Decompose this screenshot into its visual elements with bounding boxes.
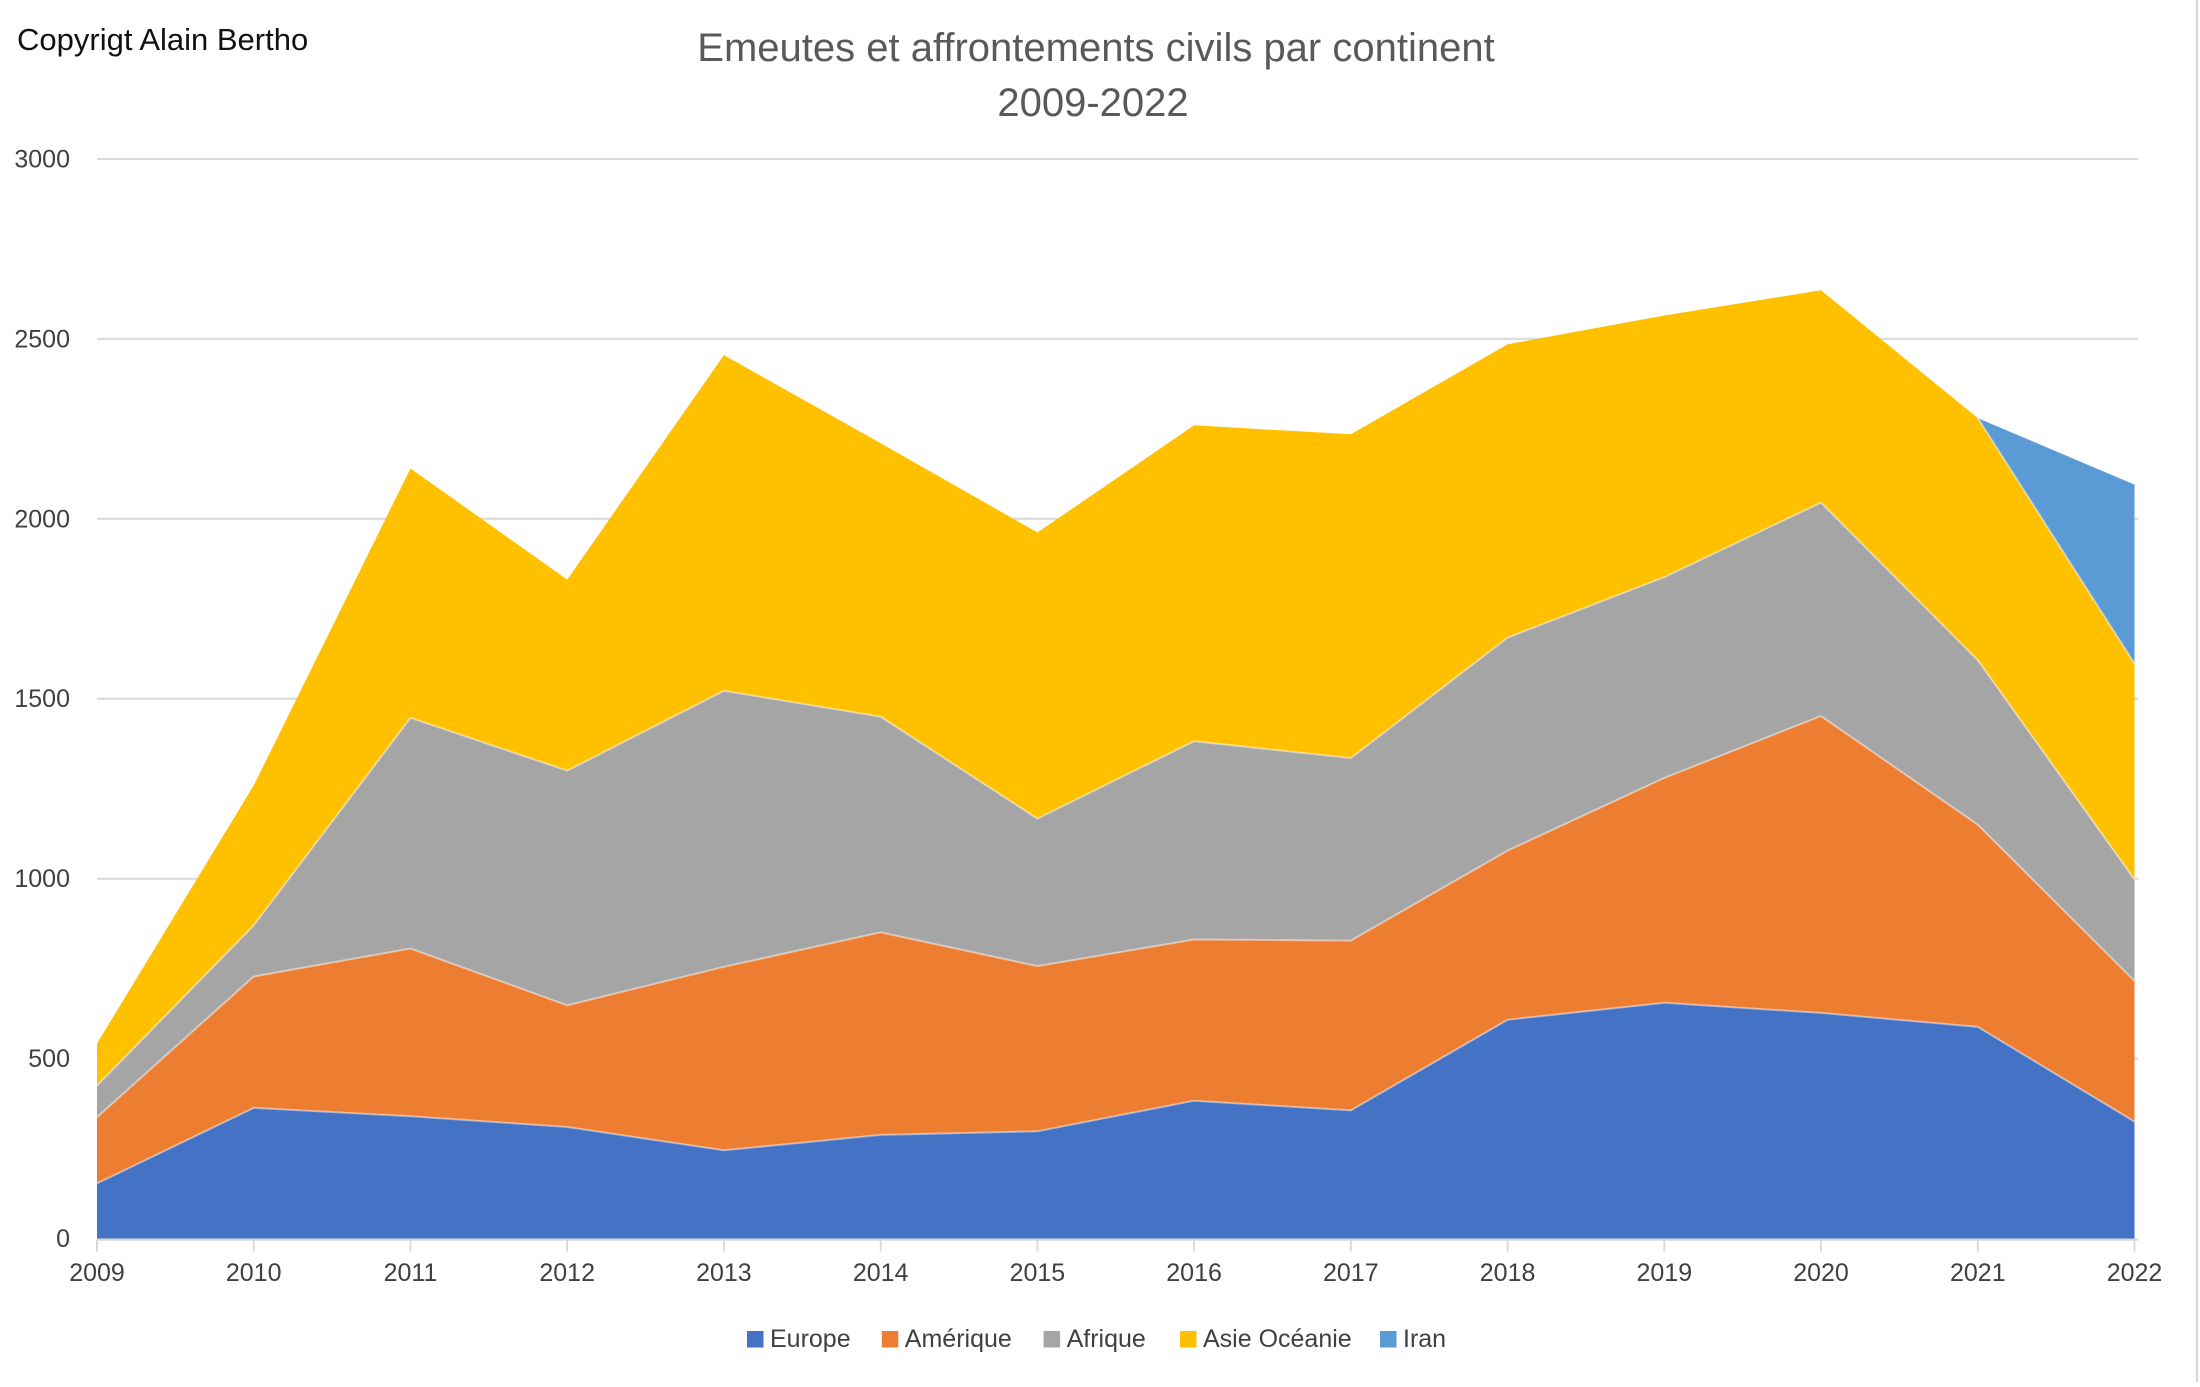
svg-text:2019: 2019	[1636, 1259, 1692, 1287]
svg-text:Afrique: Afrique	[1067, 1325, 1146, 1353]
svg-text:Emeutes et affrontements civil: Emeutes et affrontements civils par cont…	[697, 26, 1494, 70]
svg-text:2016: 2016	[1166, 1259, 1222, 1287]
svg-text:500: 500	[28, 1045, 70, 1073]
svg-text:2013: 2013	[696, 1259, 752, 1287]
svg-text:2010: 2010	[226, 1259, 282, 1287]
svg-text:2015: 2015	[1010, 1259, 1066, 1287]
svg-text:2012: 2012	[539, 1259, 595, 1287]
svg-text:Asie Océanie: Asie Océanie	[1203, 1325, 1352, 1353]
svg-text:2011: 2011	[384, 1259, 438, 1287]
svg-text:2014: 2014	[853, 1259, 909, 1287]
svg-text:2000: 2000	[14, 505, 70, 533]
svg-text:2022: 2022	[2107, 1259, 2163, 1287]
svg-text:1000: 1000	[14, 865, 70, 893]
svg-text:2020: 2020	[1793, 1259, 1849, 1287]
svg-text:2017: 2017	[1323, 1259, 1379, 1287]
svg-text:Iran: Iran	[1403, 1325, 1446, 1353]
svg-text:Copyrigt Alain Bertho: Copyrigt Alain Bertho	[17, 22, 308, 57]
svg-text:2009-2022: 2009-2022	[997, 81, 1188, 125]
svg-text:2021: 2021	[1950, 1259, 2006, 1287]
svg-text:Amérique: Amérique	[905, 1325, 1012, 1353]
svg-text:Europe: Europe	[770, 1325, 851, 1353]
svg-text:0: 0	[56, 1225, 70, 1253]
svg-text:3000: 3000	[14, 146, 70, 174]
svg-text:2500: 2500	[14, 325, 70, 353]
svg-text:1500: 1500	[14, 685, 70, 713]
svg-text:2009: 2009	[69, 1259, 125, 1287]
svg-text:2018: 2018	[1480, 1259, 1536, 1287]
